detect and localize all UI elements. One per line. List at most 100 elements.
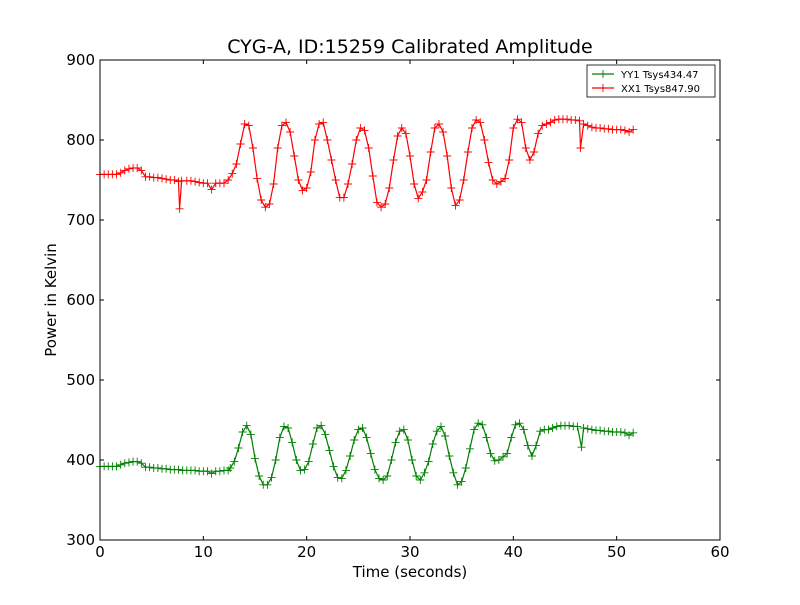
data-point-marker: [325, 446, 334, 455]
data-point-marker: [548, 424, 557, 432]
data-point-marker: [356, 124, 365, 132]
data-point-marker: [476, 118, 485, 127]
data-point-marker: [294, 176, 303, 184]
data-point-marker: [344, 180, 352, 188]
data-point-marker: [447, 184, 456, 192]
data-point-marker: [445, 452, 454, 460]
data-point-marker: [534, 129, 543, 138]
data-point-marker: [337, 474, 346, 483]
data-point-marker: [228, 169, 237, 178]
data-point-marker: [195, 178, 204, 187]
data-point-marker: [509, 124, 518, 132]
data-point-marker: [124, 458, 133, 467]
data-point-marker: [492, 180, 501, 188]
data-point-marker: [145, 172, 154, 181]
data-point-marker: [158, 174, 166, 183]
data-point-marker: [434, 120, 443, 128]
data-point-marker: [162, 175, 171, 184]
data-point-marker: [290, 152, 299, 160]
data-point-marker: [232, 160, 241, 168]
data-point-marker: [379, 476, 388, 484]
series-1: [96, 115, 638, 213]
data-point-marker: [563, 115, 572, 124]
data-point-marker: [133, 457, 142, 466]
data-point-marker: [282, 118, 290, 127]
data-point-marker: [426, 148, 435, 156]
data-point-marker: [323, 136, 332, 144]
data-point-marker: [339, 193, 348, 202]
data-point-marker: [267, 473, 276, 482]
data-point-marker: [465, 444, 474, 453]
data-point-marker: [488, 176, 497, 184]
data-point-marker: [265, 200, 274, 208]
y-tick-label: 400: [66, 451, 95, 469]
data-point-marker: [482, 433, 491, 442]
data-point-marker: [455, 196, 464, 204]
data-point-marker: [191, 466, 200, 475]
data-point-marker: [441, 432, 450, 440]
data-point-marker: [370, 465, 379, 474]
data-point-marker: [203, 179, 212, 188]
data-point-marker: [360, 126, 369, 135]
data-point-marker: [354, 425, 363, 434]
data-point-marker: [499, 452, 507, 461]
data-point-marker: [451, 201, 460, 210]
data-point-marker: [544, 425, 553, 434]
data-point-marker: [352, 136, 361, 144]
data-point-marker: [625, 128, 634, 136]
data-point-marker: [583, 424, 592, 433]
data-point-marker: [486, 449, 495, 458]
data-point-marker: [496, 177, 505, 186]
y-tick-label: 900: [66, 51, 95, 69]
data-point-marker: [207, 469, 216, 478]
series-layer: [96, 115, 638, 489]
data-point-marker: [364, 144, 373, 152]
data-point-marker: [521, 144, 530, 152]
data-point-marker: [348, 160, 357, 168]
data-point-marker: [372, 198, 381, 207]
data-point-marker: [315, 120, 324, 128]
data-point-marker: [587, 425, 596, 434]
data-point-marker: [263, 480, 272, 489]
data-point-marker: [474, 419, 483, 428]
data-point-marker: [137, 459, 146, 468]
data-point-marker: [251, 454, 259, 463]
data-point-marker: [116, 460, 125, 469]
data-point-marker: [313, 424, 321, 432]
x-tick-label: 0: [95, 543, 105, 561]
data-point-marker: [532, 441, 541, 450]
data-point-marker: [153, 464, 162, 472]
data-point-marker: [329, 462, 338, 471]
data-point-marker: [279, 422, 288, 431]
data-point-marker: [333, 473, 342, 482]
data-point-marker: [507, 433, 516, 442]
data-point-marker: [215, 467, 224, 476]
data-point-marker: [112, 170, 121, 179]
y-axis-label: Power in Kelvin: [42, 243, 60, 357]
data-point-marker: [387, 456, 396, 464]
data-point-marker: [501, 174, 510, 183]
data-point-marker: [298, 186, 307, 195]
data-point-marker: [133, 164, 142, 172]
data-point-marker: [302, 184, 311, 192]
data-point-marker: [112, 462, 121, 471]
data-point-marker: [319, 118, 328, 127]
data-point-marker: [503, 449, 512, 458]
data-point-marker: [416, 476, 425, 484]
data-point-marker: [575, 116, 584, 125]
data-point-marker: [616, 125, 625, 134]
data-point-marker: [577, 443, 586, 452]
x-tick-label: 40: [504, 543, 523, 561]
data-point-marker: [571, 116, 580, 124]
x-tick-label: 10: [194, 543, 213, 561]
legend-entry: YY1 Tsys434.47: [592, 70, 699, 81]
data-point-marker: [579, 424, 588, 432]
data-point-marker: [620, 428, 629, 437]
data-point-marker: [583, 121, 592, 130]
data-point-marker: [246, 430, 255, 439]
data-point-marker: [576, 144, 585, 152]
data-point-marker: [449, 468, 458, 477]
data-point-marker: [170, 176, 179, 184]
